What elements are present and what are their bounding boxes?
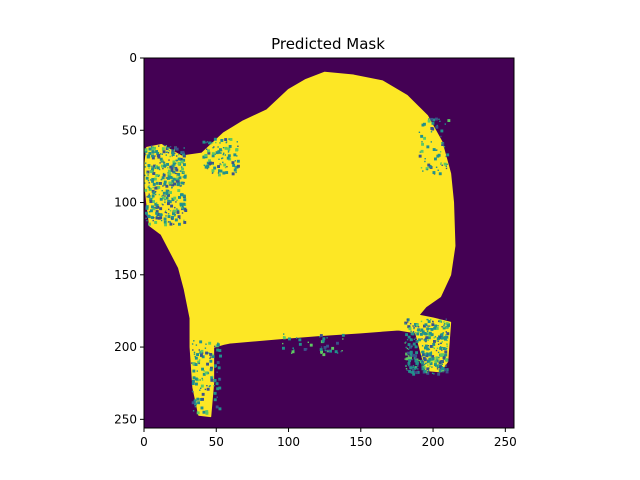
y-tick-label: 200 bbox=[114, 340, 137, 354]
x-tick-label: 100 bbox=[277, 435, 300, 449]
noise-region bbox=[418, 117, 451, 176]
plot-area bbox=[143, 57, 515, 429]
plot-frame bbox=[143, 57, 515, 429]
x-tick-label: 250 bbox=[494, 435, 517, 449]
x-tick-label: 0 bbox=[140, 435, 148, 449]
noise-region bbox=[404, 318, 450, 376]
x-tick-label: 150 bbox=[349, 435, 372, 449]
y-tick-label: 150 bbox=[114, 268, 137, 282]
chart-title: Predicted Mask bbox=[271, 35, 385, 53]
x-axis: 0 50 100 150 200 250 bbox=[140, 428, 517, 449]
x-tick-label: 50 bbox=[209, 435, 224, 449]
noise-region bbox=[202, 137, 240, 177]
y-tick-label: 250 bbox=[114, 412, 137, 426]
noise-region bbox=[191, 340, 222, 415]
noise-region bbox=[144, 144, 188, 227]
noise-region bbox=[282, 333, 345, 357]
y-tick-label: 50 bbox=[122, 123, 137, 137]
y-tick-label: 100 bbox=[114, 196, 137, 210]
mask-noise bbox=[144, 117, 451, 415]
y-tick-label: 0 bbox=[129, 51, 137, 65]
y-axis: 0 50 100 150 200 250 bbox=[114, 51, 144, 426]
x-tick-label: 200 bbox=[422, 435, 445, 449]
